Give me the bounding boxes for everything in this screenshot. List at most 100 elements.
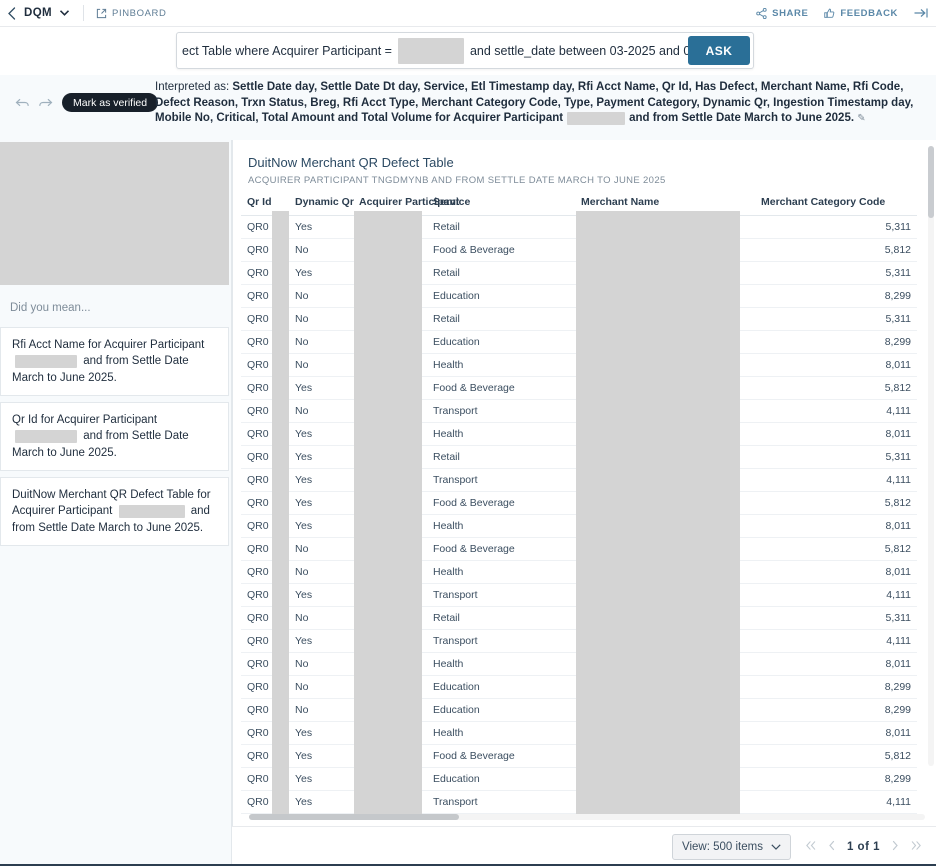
cell-dynamic-qr: No: [289, 353, 353, 377]
bottom-accent-bar: [0, 864, 936, 866]
column-header-merchant-category-code[interactable]: Merchant Category Code: [755, 190, 917, 216]
last-page-button[interactable]: [910, 840, 922, 854]
cell-acquirer-participant: [353, 307, 427, 331]
pinboard-button[interactable]: PINBOARD: [96, 8, 166, 19]
cell-merchant-name: [575, 606, 755, 630]
table-row[interactable]: QR0 No Food & Beverage 5,812: [241, 537, 917, 561]
pencil-icon[interactable]: ✎: [857, 113, 866, 125]
chevron-down-icon[interactable]: [59, 9, 70, 18]
table-horizontal-scrollbar[interactable]: [249, 814, 925, 820]
search-box[interactable]: ect Table where Acquirer Participant = a…: [176, 32, 754, 69]
back-button[interactable]: [0, 6, 22, 20]
mark-as-verified-badge[interactable]: Mark as verified: [62, 93, 159, 112]
collapse-right-icon[interactable]: [914, 7, 928, 19]
column-header-dynamic-qr[interactable]: Dynamic Qr: [289, 190, 354, 216]
cell-dynamic-qr: Yes: [289, 790, 353, 814]
table-row[interactable]: QR0 Yes Food & Beverage 5,812: [241, 744, 917, 768]
cell-merchant-name: [575, 399, 755, 423]
cell-merchant-name: [575, 560, 755, 584]
suggestion-item-0[interactable]: Rfi Acct Name for Acquirer Participant a…: [0, 327, 229, 397]
cell-service: Food & Beverage: [427, 491, 575, 515]
cell-merchant-name: [575, 514, 755, 538]
redo-button[interactable]: [38, 96, 53, 112]
cell-qr-id: QR0: [241, 514, 289, 538]
cell-qr-id: QR0: [241, 238, 289, 262]
cell-merchant-category-code: 4,111: [755, 468, 917, 492]
cell-acquirer-participant: [353, 215, 427, 239]
undo-button[interactable]: [15, 96, 30, 112]
next-page-button[interactable]: [891, 840, 899, 854]
table-row[interactable]: QR0 Yes Health 8,011: [241, 721, 917, 745]
interpreted-text: Interpreted as: Settle Date day, Settle …: [155, 80, 923, 127]
cell-merchant-name: [575, 330, 755, 354]
table-row[interactable]: QR0 Yes Transport 4,111: [241, 583, 917, 607]
cell-qr-id: QR0: [241, 330, 289, 354]
cell-dynamic-qr: Yes: [289, 514, 353, 538]
suggestion-item-2[interactable]: DuitNow Merchant QR Defect Table for Acq…: [0, 477, 229, 547]
suggestion-item-1[interactable]: Qr Id for Acquirer Participant and from …: [0, 402, 229, 472]
cell-qr-id: QR0: [241, 790, 289, 814]
cell-merchant-name: [575, 445, 755, 469]
table-vertical-scrollbar[interactable]: [928, 146, 934, 766]
prev-page-button[interactable]: [828, 840, 836, 854]
cell-qr-id: QR0: [241, 261, 289, 285]
result-table-container[interactable]: Qr Id Dynamic Qr Acquirer Participant Se…: [241, 190, 929, 820]
cell-merchant-name: [575, 353, 755, 377]
column-header-acquirer-participant[interactable]: Acquirer Participant: [353, 190, 459, 216]
redacted-participant-value: [397, 37, 464, 64]
table-row[interactable]: QR0 Yes Health 8,011: [241, 422, 917, 446]
cell-merchant-name: [575, 238, 755, 262]
cell-merchant-name: [575, 261, 755, 285]
column-header-qr-id[interactable]: Qr Id: [241, 190, 289, 216]
cell-merchant-name: [575, 537, 755, 561]
table-row[interactable]: QR0 No Retail 5,311: [241, 606, 917, 630]
table-row[interactable]: QR0 No Health 8,011: [241, 560, 917, 584]
cell-service: Transport: [427, 399, 575, 423]
view-count-select[interactable]: View: 500 items: [671, 833, 791, 860]
table-row[interactable]: QR0 Yes Food & Beverage 5,812: [241, 376, 917, 400]
feedback-button[interactable]: FEEDBACK: [824, 8, 898, 19]
cell-merchant-category-code: 8,011: [755, 353, 917, 377]
cell-merchant-category-code: 5,311: [755, 606, 917, 630]
table-row[interactable]: QR0 Yes Food & Beverage 5,812: [241, 491, 917, 515]
table-row[interactable]: QR0 Yes Retail 5,311: [241, 215, 917, 239]
share-button[interactable]: SHARE: [756, 7, 809, 19]
first-page-button[interactable]: [805, 840, 817, 854]
table-horizontal-scroll-thumb[interactable]: [249, 814, 459, 820]
cell-service: Retail: [427, 445, 575, 469]
cell-service: Transport: [427, 790, 575, 814]
table-row[interactable]: QR0 No Retail 5,311: [241, 307, 917, 331]
cell-merchant-category-code: 4,111: [755, 790, 917, 814]
table-row[interactable]: QR0 No Transport 4,111: [241, 399, 917, 423]
share-label: SHARE: [772, 7, 809, 19]
table-row[interactable]: QR0 No Food & Beverage 5,812: [241, 238, 917, 262]
table-row[interactable]: QR0 Yes Transport 4,111: [241, 790, 917, 814]
table-row[interactable]: QR0 Yes Transport 4,111: [241, 629, 917, 653]
cell-qr-id: QR0: [241, 583, 289, 607]
cell-dynamic-qr: No: [289, 238, 353, 262]
result-table: Qr Id Dynamic Qr Acquirer Participant Se…: [241, 190, 917, 820]
table-row[interactable]: QR0 Yes Education 8,299: [241, 767, 917, 791]
search-query-suffix: and settle_date between 03-2025 and 06-2…: [469, 43, 730, 58]
column-header-merchant-name[interactable]: Merchant Name: [575, 190, 755, 216]
column-header-service[interactable]: Service: [427, 190, 575, 216]
table-row[interactable]: QR0 Yes Retail 5,311: [241, 261, 917, 285]
share-icon: [756, 7, 767, 19]
cell-qr-id: QR0: [241, 215, 289, 239]
table-row[interactable]: QR0 No Health 8,011: [241, 652, 917, 676]
search-query[interactable]: ect Table where Acquirer Participant = a…: [177, 37, 730, 64]
cell-qr-id: QR0: [241, 652, 289, 676]
cell-service: Transport: [427, 468, 575, 492]
table-vertical-scroll-thumb[interactable]: [928, 146, 934, 218]
cell-service: Health: [427, 422, 575, 446]
cell-merchant-category-code: 5,311: [755, 215, 917, 239]
table-row[interactable]: QR0 Yes Health 8,011: [241, 514, 917, 538]
table-row[interactable]: QR0 Yes Retail 5,311: [241, 445, 917, 469]
table-row[interactable]: QR0 Yes Transport 4,111: [241, 468, 917, 492]
ask-button[interactable]: ASK: [688, 36, 750, 65]
table-row[interactable]: QR0 No Health 8,011: [241, 353, 917, 377]
